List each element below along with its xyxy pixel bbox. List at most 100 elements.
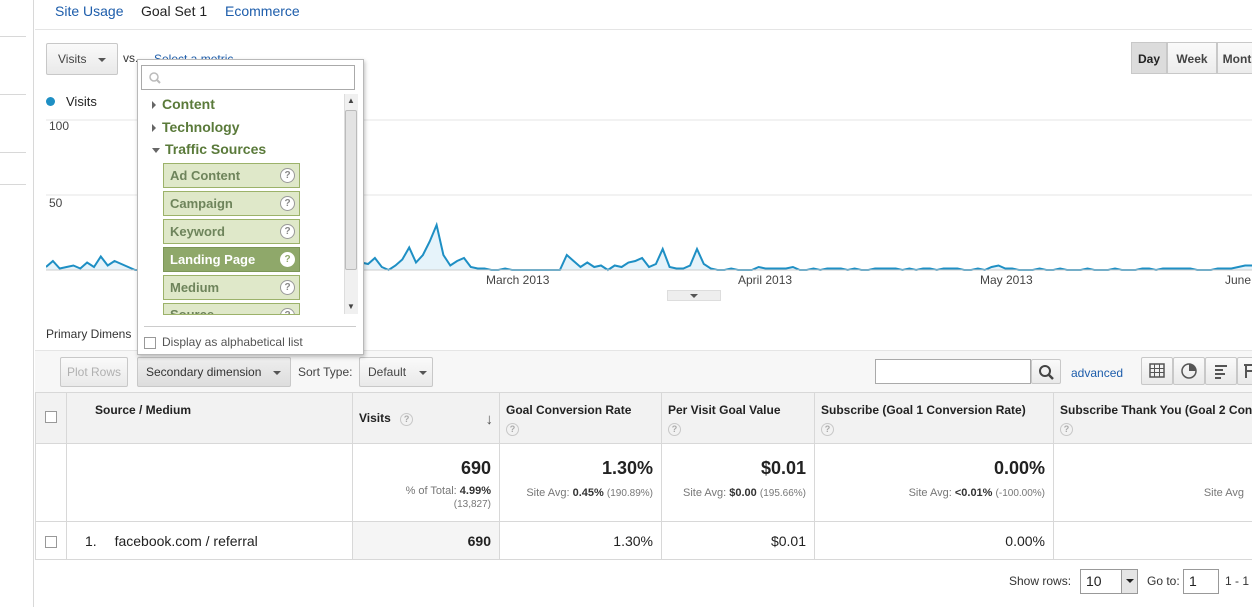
search-icon [1039,365,1054,380]
rail-divider [0,94,26,95]
column-header-label: Goal Conversion Rate [506,403,632,417]
chevron-down-icon [1121,570,1137,593]
total-g1-value: 0.00% [993,458,1045,478]
total-visits-value: 690 [460,458,491,478]
pivot-view-button[interactable] [1237,357,1252,385]
alphabetical-checkbox[interactable] [144,336,156,349]
row-range: 1 - 1 [1225,574,1250,588]
row-visits: 690 [352,521,500,560]
tab-ecommerce[interactable]: Ecommerce [225,3,300,19]
metric-select-label: Visits [58,52,87,66]
row-index: 1. [85,532,97,549]
row-source-link[interactable]: facebook.com / referral [114,532,258,549]
row-checkbox[interactable] [45,535,57,548]
column-header-label: Per Visit Goal Value [668,403,781,417]
help-icon[interactable]: ? [400,413,414,426]
table-search-input[interactable] [875,359,1031,384]
help-icon[interactable]: ? [280,168,295,183]
total-g2-avg: Site Avg [1203,487,1244,499]
goto-input[interactable]: 1 [1183,569,1219,594]
chart-collapse-handle[interactable] [667,290,721,301]
show-rows-select[interactable]: 10 [1080,569,1138,594]
help-icon[interactable]: ? [668,423,681,436]
report-tabs: Site Usage Goal Set 1 Ecommerce [35,0,1252,30]
secondary-dimension-button[interactable]: Secondary dimension [137,357,291,387]
tab-goal-set-1[interactable]: Goal Set 1 [141,3,208,19]
search-icon [149,72,161,84]
col-goal1-conversion[interactable]: Subscribe (Goal 1 Conversion Rate)? [814,392,1054,444]
table-row: 1. facebook.com / referral 690 1.30% $0.… [35,521,1252,560]
vs-label: vs. [123,51,139,65]
help-icon[interactable]: ? [821,423,834,436]
chevron-down-icon [272,370,281,375]
report-table: Source / Medium Visits ? ↓ Goal Conversi… [35,392,1252,560]
dropdown-search-input[interactable] [141,65,355,90]
total-gcr-avg: Site Avg: 0.45% (190.89%) [526,487,653,499]
search-button[interactable] [1031,359,1061,384]
show-rows-label: Show rows: [1009,574,1072,588]
col-per-visit-goal-value[interactable]: Per Visit Goal Value? [661,392,815,444]
select-all-checkbox[interactable] [45,411,57,423]
dropdown-item-ad-content[interactable]: Ad Content? [163,163,300,188]
help-icon[interactable]: ? [280,280,295,295]
rail-divider [0,152,26,153]
sort-down-arrow-icon[interactable]: ↓ [485,411,494,428]
select-all-cell [35,392,67,444]
month-button[interactable]: Mont [1217,42,1252,74]
report-main: Site Usage Goal Set 1 Ecommerce Visits v… [35,0,1252,607]
advanced-link[interactable]: advanced [1071,366,1124,380]
chevron-down-icon [97,57,106,62]
pie-view-button[interactable] [1173,357,1205,385]
week-button[interactable]: Week [1167,42,1217,74]
scroll-down-icon[interactable]: ▼ [347,302,355,311]
expand-icon [152,124,156,133]
group-content[interactable]: Content [152,96,215,112]
help-icon[interactable]: ? [1060,423,1073,436]
col-source-medium[interactable]: Source / Medium [66,392,353,444]
scroll-up-icon[interactable]: ▲ [347,96,355,105]
bar-view-button[interactable] [1205,357,1237,385]
col-goal2-conversion[interactable]: Subscribe Thank You (Goal 2 Conv? [1053,392,1252,444]
help-icon[interactable]: ? [280,224,295,239]
legend-label: Visits [66,94,97,109]
table-view-button[interactable] [1141,357,1173,385]
y-tick: 100 [49,119,70,133]
total-pvgv-value: $0.01 [760,458,806,478]
plot-rows-button[interactable]: Plot Rows [60,357,128,387]
expand-icon [152,101,156,110]
total-g1-avg: Site Avg: <0.01% (-100.00%) [908,487,1045,499]
pie-chart-icon [1181,363,1197,379]
help-icon[interactable]: ? [280,308,295,314]
day-button[interactable]: Day [1131,42,1167,74]
x-tick: June [1225,273,1252,287]
group-traffic-sources[interactable]: Traffic Sources [152,141,266,157]
row-select-cell [35,521,67,560]
dropdown-item-landing-page[interactable]: Landing Page? [163,247,300,272]
dropdown-item-source[interactable]: Source? [163,303,300,315]
sort-type-value: Default [368,365,407,379]
left-rail [0,0,34,607]
totals-visits: 690 % of Total: 4.99% (13,827) [352,443,500,522]
collapse-icon [152,147,160,153]
col-visits[interactable]: Visits ? ↓ [352,392,500,444]
row-gcr: 1.30% [499,521,662,560]
dropdown-item-keyword[interactable]: Keyword? [163,219,300,244]
help-icon[interactable]: ? [280,252,295,267]
group-technology[interactable]: Technology [152,119,240,135]
col-goal-conversion-rate[interactable]: Goal Conversion Rate? [499,392,662,444]
metric-select[interactable]: Visits [46,43,118,75]
dropdown-item-medium[interactable]: Medium? [163,275,300,300]
dropdown-item-campaign[interactable]: Campaign? [163,191,300,216]
tab-site-usage[interactable]: Site Usage [55,3,124,19]
y-tick: 50 [49,196,63,210]
x-tick: March 2013 [486,273,550,287]
bar-chart-icon [1215,365,1227,379]
sort-type-select[interactable]: Default [359,357,433,387]
totals-g2: 0 Site Avg [1053,443,1252,522]
dropdown-scroll-thumb[interactable] [345,110,357,270]
row-g2 [1053,521,1252,560]
help-icon[interactable]: ? [280,196,295,211]
chevron-down-icon [419,370,428,375]
total-visits-pct: % of Total: 4.99% [405,485,491,497]
help-icon[interactable]: ? [506,423,519,436]
